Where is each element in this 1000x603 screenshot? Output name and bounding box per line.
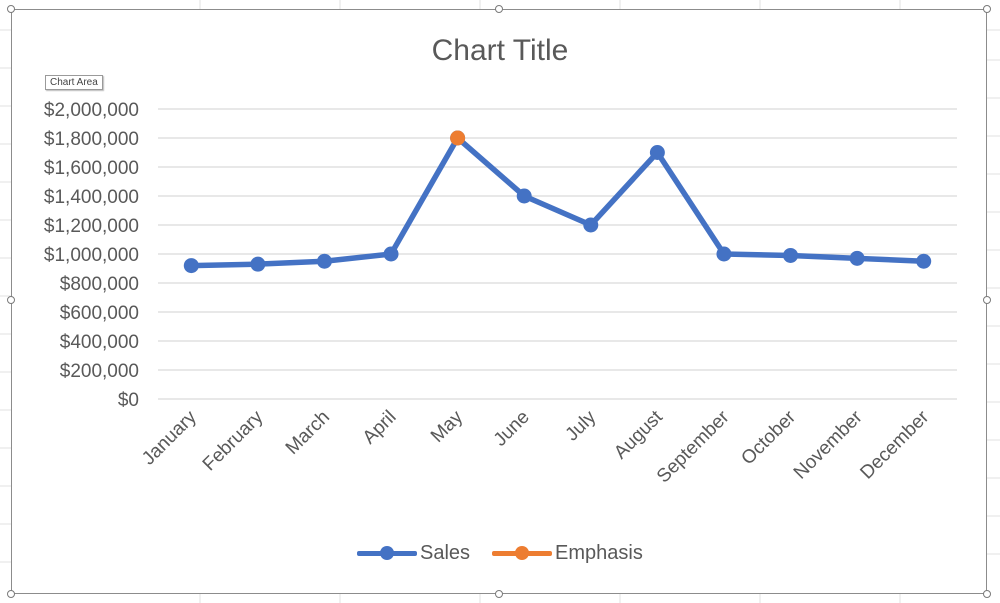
x-tick-label: March <box>282 407 334 459</box>
data-point-marker[interactable] <box>450 130 466 146</box>
data-point-marker[interactable] <box>316 253 332 269</box>
x-tick-label: July <box>562 406 601 445</box>
chart-title[interactable]: Chart Title <box>431 34 569 67</box>
y-tick-label: $1,200,000 <box>44 216 139 237</box>
resize-handle-bottom-center[interactable] <box>495 590 503 598</box>
data-point-marker[interactable] <box>716 246 732 262</box>
data-point-marker[interactable] <box>583 217 599 233</box>
y-tick-label: $1,600,000 <box>44 158 139 179</box>
y-tick-label: $0 <box>118 390 139 411</box>
y-tick-label: $200,000 <box>60 361 139 382</box>
resize-handle-top-center[interactable] <box>495 5 503 13</box>
x-tick-label: September <box>653 406 734 487</box>
x-tick-label: February <box>199 406 268 475</box>
legend-item-sales[interactable]: Sales <box>357 541 470 565</box>
x-tick-label: November <box>790 406 867 483</box>
legend-item-emphasis[interactable]: Emphasis <box>492 541 643 565</box>
chart-area[interactable] <box>11 9 987 594</box>
y-tick-label: $400,000 <box>60 332 139 353</box>
y-tick-label: $1,000,000 <box>44 245 139 266</box>
legend-label-sales: Sales <box>420 541 471 564</box>
data-point-marker[interactable] <box>383 246 399 262</box>
data-point-marker[interactable] <box>649 145 665 160</box>
series-sales[interactable] <box>183 130 932 274</box>
x-tick-label: June <box>490 407 534 451</box>
data-point-marker[interactable] <box>250 256 266 272</box>
resize-handle-bottom-left[interactable] <box>7 590 15 598</box>
legend-swatch-emphasis-icon <box>492 541 553 565</box>
legend-marker <box>515 546 530 560</box>
legend-swatch-sales-icon <box>357 541 417 565</box>
legend-label-emphasis: Emphasis <box>555 541 643 564</box>
data-point-marker[interactable] <box>783 247 799 263</box>
resize-handle-middle-right[interactable] <box>983 296 991 304</box>
legend-marker <box>380 546 394 560</box>
x-tick-label: January <box>138 406 201 469</box>
y-tick-label: $1,400,000 <box>44 187 139 208</box>
legend[interactable]: Sales Emphasis <box>357 541 665 565</box>
data-point-marker[interactable] <box>516 188 532 204</box>
x-tick-label: October <box>737 406 800 469</box>
y-tick-label: $2,000,000 <box>44 100 139 121</box>
x-tick-label: April <box>359 407 401 449</box>
resize-handle-top-left[interactable] <box>7 5 15 13</box>
data-point-marker[interactable] <box>183 258 199 274</box>
resize-handle-top-right[interactable] <box>983 5 991 13</box>
data-point-marker[interactable] <box>916 253 932 269</box>
x-tick-label: August <box>610 406 667 463</box>
y-tick-label: $800,000 <box>60 274 139 295</box>
resize-handle-bottom-right[interactable] <box>983 590 991 598</box>
series-line[interactable] <box>188 135 927 269</box>
chart-area-tooltip: Chart Area <box>45 75 103 90</box>
y-tick-label: $1,800,000 <box>44 129 139 150</box>
y-tick-label: $600,000 <box>60 303 139 324</box>
data-point-marker[interactable] <box>849 250 865 266</box>
x-tick-label: May <box>427 406 468 447</box>
x-tick-label: December <box>856 406 933 483</box>
series-emphasis[interactable] <box>450 130 466 146</box>
resize-handle-middle-left[interactable] <box>7 296 15 304</box>
